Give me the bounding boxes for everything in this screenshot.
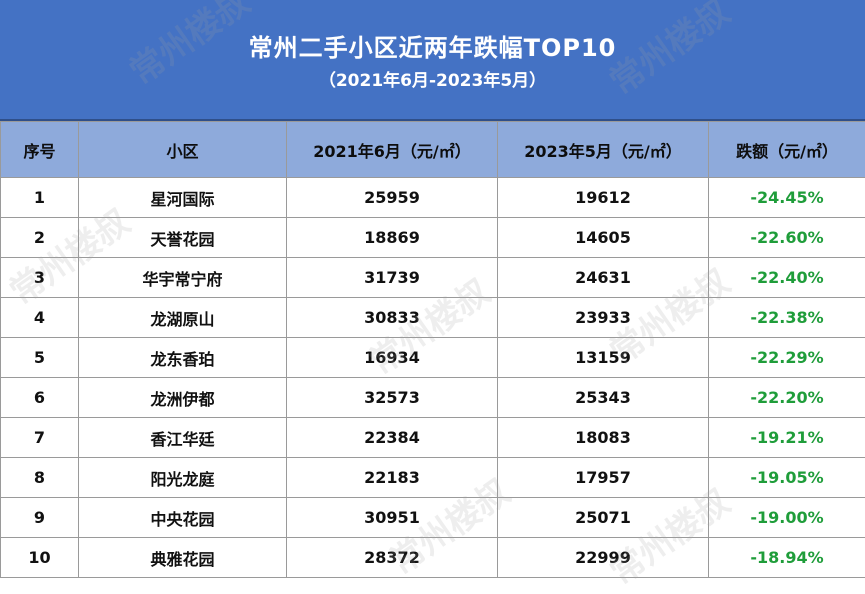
- cell-drop: -18.94%: [709, 538, 865, 578]
- cell-price-2021: 18869: [287, 218, 498, 258]
- cell-rank: 9: [1, 498, 79, 538]
- cell-rank: 10: [1, 538, 79, 578]
- cell-rank: 7: [1, 418, 79, 458]
- cell-price-2023: 18083: [498, 418, 709, 458]
- cell-price-2023: 17957: [498, 458, 709, 498]
- cell-drop: -22.40%: [709, 258, 865, 298]
- cell-community: 中央花园: [79, 498, 287, 538]
- cell-rank: 5: [1, 338, 79, 378]
- cell-community: 华宇常宁府: [79, 258, 287, 298]
- cell-price-2023: 24631: [498, 258, 709, 298]
- cell-price-2021: 22183: [287, 458, 498, 498]
- cell-drop: -22.20%: [709, 378, 865, 418]
- cell-community: 龙湖原山: [79, 298, 287, 338]
- cell-community: 天誉花园: [79, 218, 287, 258]
- cell-community: 典雅花园: [79, 538, 287, 578]
- col-header-drop: 跌额（元/㎡）: [709, 122, 865, 178]
- cell-drop: -22.60%: [709, 218, 865, 258]
- cell-rank: 2: [1, 218, 79, 258]
- cell-community: 龙东香珀: [79, 338, 287, 378]
- cell-rank: 6: [1, 378, 79, 418]
- cell-price-2023: 25343: [498, 378, 709, 418]
- ranking-table: 序号 小区 2021年6月（元/㎡） 2023年5月（元/㎡） 跌额（元/㎡） …: [0, 121, 865, 578]
- cell-drop: -22.38%: [709, 298, 865, 338]
- cell-price-2021: 31739: [287, 258, 498, 298]
- chart-title: 常州二手小区近两年跌幅TOP10: [0, 28, 865, 63]
- cell-drop: -19.05%: [709, 458, 865, 498]
- col-header-rank: 序号: [1, 122, 79, 178]
- cell-price-2023: 13159: [498, 338, 709, 378]
- cell-rank: 4: [1, 298, 79, 338]
- cell-drop: -22.29%: [709, 338, 865, 378]
- cell-price-2021: 16934: [287, 338, 498, 378]
- cell-rank: 8: [1, 458, 79, 498]
- cell-community: 阳光龙庭: [79, 458, 287, 498]
- cell-price-2021: 30833: [287, 298, 498, 338]
- col-header-community: 小区: [79, 122, 287, 178]
- col-header-price-2021: 2021年6月（元/㎡）: [287, 122, 498, 178]
- title-band: 常州二手小区近两年跌幅TOP10 （2021年6月-2023年5月）: [0, 0, 865, 121]
- cell-price-2021: 32573: [287, 378, 498, 418]
- cell-price-2021: 28372: [287, 538, 498, 578]
- col-header-price-2023: 2023年5月（元/㎡）: [498, 122, 709, 178]
- cell-community: 香江华廷: [79, 418, 287, 458]
- cell-drop: -19.21%: [709, 418, 865, 458]
- cell-price-2023: 19612: [498, 178, 709, 218]
- cell-price-2021: 22384: [287, 418, 498, 458]
- cell-price-2023: 23933: [498, 298, 709, 338]
- cell-price-2023: 25071: [498, 498, 709, 538]
- cell-price-2023: 14605: [498, 218, 709, 258]
- cell-rank: 1: [1, 178, 79, 218]
- cell-community: 龙洲伊都: [79, 378, 287, 418]
- cell-price-2021: 30951: [287, 498, 498, 538]
- chart-subtitle: （2021年6月-2023年5月）: [0, 66, 865, 91]
- cell-drop: -19.00%: [709, 498, 865, 538]
- figure: 常州二手小区近两年跌幅TOP10 （2021年6月-2023年5月） 序号 小区…: [0, 0, 865, 577]
- cell-community: 星河国际: [79, 178, 287, 218]
- cell-drop: -24.45%: [709, 178, 865, 218]
- cell-price-2023: 22999: [498, 538, 709, 578]
- header-row: 序号 小区 2021年6月（元/㎡） 2023年5月（元/㎡） 跌额（元/㎡）: [1, 122, 865, 178]
- cell-price-2021: 25959: [287, 178, 498, 218]
- cell-rank: 3: [1, 258, 79, 298]
